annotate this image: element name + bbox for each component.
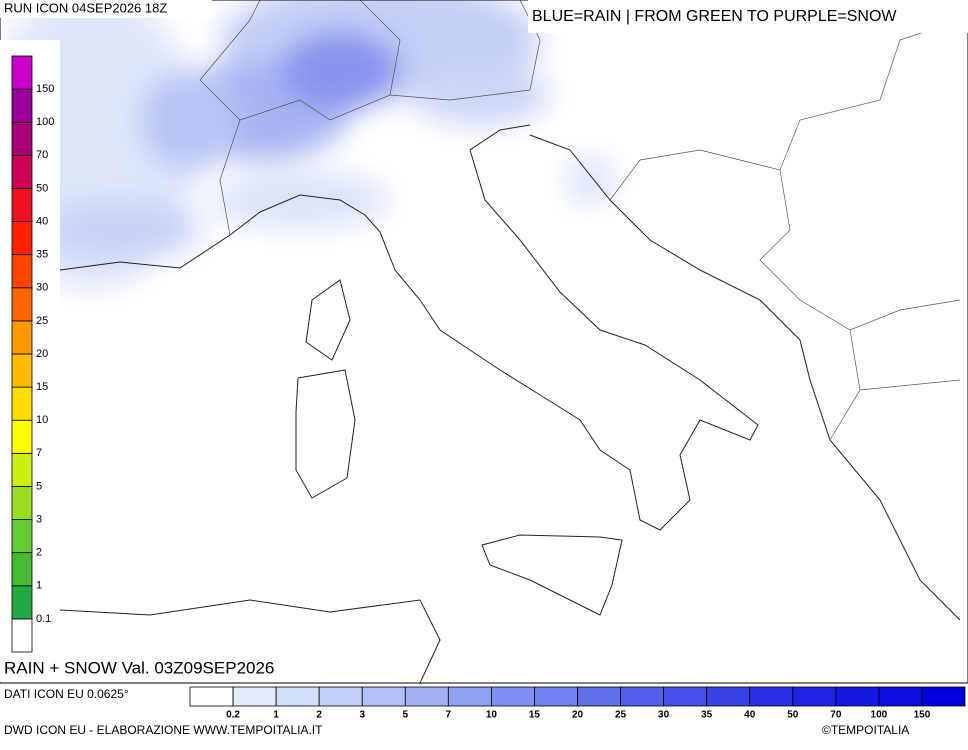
rain-swatch [792, 686, 837, 707]
snow-swatch [11, 452, 33, 487]
data-source: DATI ICON EU 0.0625° [4, 687, 129, 701]
snow-label: 25 [36, 315, 48, 327]
snow-swatch [11, 519, 33, 554]
rain-label: 20 [572, 710, 584, 721]
rain-label: 0.2 [226, 710, 240, 721]
rain-label: 40 [744, 710, 756, 721]
corsica [305, 279, 351, 361]
snow-swatch [11, 552, 33, 587]
snow-label: 50 [36, 182, 48, 194]
snow-label: 1 [36, 580, 42, 592]
snow-swatch [11, 88, 33, 123]
product-label: RAIN + SNOW Val. 03Z09SEP2026 [4, 658, 274, 677]
snow-label: 2 [36, 547, 42, 559]
snow-label: 150 [36, 83, 54, 95]
rain-label: 150 [914, 710, 931, 721]
rain-label: 1 [273, 710, 279, 721]
snow-label: 70 [36, 149, 48, 161]
credit: DWD ICON EU - ELABORAZIONE WWW.TEMPOITAL… [4, 723, 323, 737]
rain-swatch [835, 686, 880, 707]
precipitation [0, 0, 615, 290]
rain-label: 35 [701, 710, 713, 721]
snow-label: 40 [36, 215, 48, 227]
rain-scale: 0.2 1 2 3 5 7 10 15 20 25 30 35 40 50 70 100 150 [189, 686, 966, 721]
rain-label: 7 [446, 710, 452, 721]
rain-swatch [534, 686, 578, 707]
rain-swatch [490, 686, 535, 707]
sardinia [295, 369, 356, 499]
snow-swatch [11, 154, 33, 189]
snow-label: 20 [36, 348, 48, 360]
snow-swatch [11, 121, 33, 156]
rain-swatch [921, 686, 966, 707]
rain-label: 3 [359, 710, 365, 721]
copyright: ©TEMPOITALIA [822, 723, 909, 737]
rain-swatch [275, 686, 320, 707]
snow-label: 10 [36, 414, 48, 426]
rain-label: 15 [529, 710, 541, 721]
snow-swatch [11, 287, 33, 322]
snow-label: 0.1 [36, 613, 51, 625]
rain-swatch [447, 686, 492, 707]
rain-swatch [189, 686, 234, 707]
snow-label: 7 [36, 447, 42, 459]
rain-label: 30 [658, 710, 670, 721]
rain-swatch [404, 686, 449, 707]
snow-label: 3 [36, 513, 42, 525]
rain-swatch [620, 686, 665, 707]
snow-swatch [11, 254, 33, 289]
rain-label: 5 [402, 710, 408, 721]
snow-swatch [11, 386, 33, 421]
rain-label: 10 [486, 710, 498, 721]
map-area [0, 0, 961, 683]
legend-title-box: BLUE=RAIN | FROM GREEN TO PURPLE=SNOW [528, 0, 968, 33]
snow-label: 5 [36, 480, 42, 492]
rain-swatch [577, 686, 621, 707]
snow-swatch [11, 419, 33, 454]
balkan-coast [529, 134, 961, 621]
rain-swatch [318, 686, 363, 707]
snow-swatch [11, 55, 33, 90]
snow-label: 15 [36, 381, 48, 393]
snow-swatch [11, 320, 33, 355]
snow-swatch [11, 353, 33, 388]
snow-swatch [11, 188, 33, 222]
rain-swatch [663, 686, 708, 707]
rain-swatch [232, 686, 277, 707]
snow-swatch [11, 585, 33, 620]
legend-title: BLUE=RAIN | FROM GREEN TO PURPLE=SNOW [532, 8, 897, 25]
africa-coast [59, 599, 441, 683]
rain-label: 2 [316, 710, 322, 721]
rain-label: 50 [787, 710, 799, 721]
rain-label: 25 [615, 710, 627, 721]
snow-label: 100 [36, 116, 54, 128]
italy-coast [259, 124, 759, 531]
borders [199, 0, 961, 441]
rain-label: 70 [830, 710, 842, 721]
snow-swatch [11, 618, 33, 653]
snow-swatch [11, 486, 33, 520]
rain-label: 100 [871, 710, 888, 721]
sicily [481, 534, 623, 616]
rain-swatch [706, 686, 751, 707]
run-label: RUN ICON 04SEP2026 18Z [4, 0, 167, 15]
rain-swatch [878, 686, 923, 707]
rain-swatch [361, 686, 406, 707]
snow-swatch [11, 221, 33, 256]
snow-label: 30 [36, 282, 48, 294]
snow-label: 35 [36, 249, 48, 261]
rain-swatch [749, 686, 794, 707]
